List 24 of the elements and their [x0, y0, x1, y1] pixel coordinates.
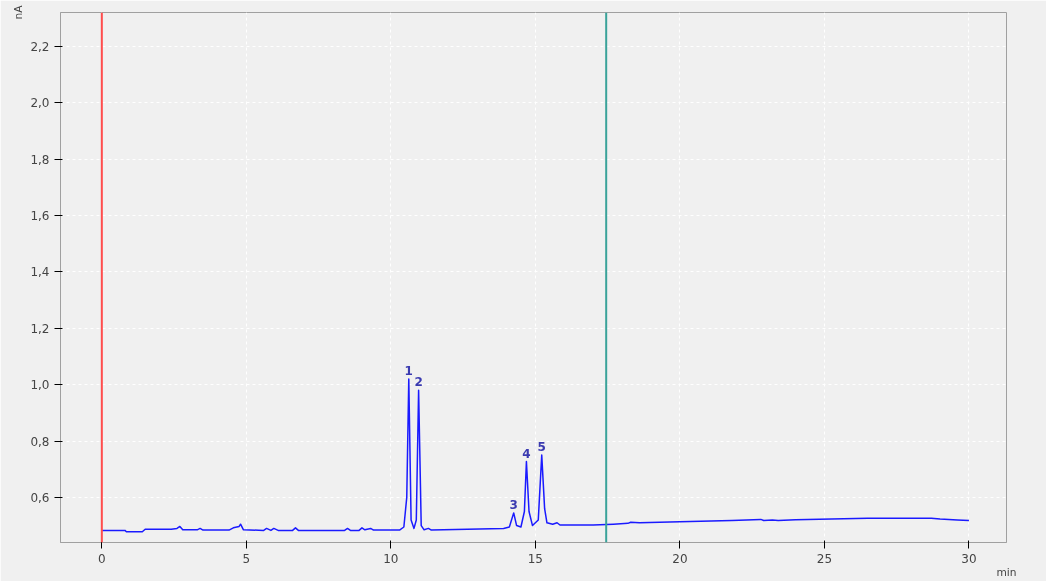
y-tick-label: 2,2	[30, 39, 50, 54]
x-tick-label: 20	[672, 551, 688, 566]
x-tick-label: 15	[527, 551, 544, 566]
y-tick-label: 1,0	[30, 378, 50, 393]
x-tick-label: 5	[242, 551, 251, 566]
y-tick-label: 0,8	[30, 434, 50, 449]
x-tick-label: 10	[383, 551, 399, 566]
annotation: 4	[522, 446, 531, 461]
x-tick-label: 25	[816, 551, 833, 566]
line-series	[101, 378, 970, 533]
annotation: 2	[414, 375, 423, 390]
annotation: 5	[537, 440, 546, 455]
y-tick-label: 2,0	[30, 96, 50, 111]
x-axis-title: min	[996, 565, 1017, 579]
x-tick-label: 0	[98, 551, 106, 566]
y-axis-title: nA	[12, 4, 26, 20]
x-tick-label: 30	[961, 551, 977, 566]
y-tick-label: 1,2	[30, 321, 50, 336]
annotation: 1	[404, 363, 413, 378]
annotation: 3	[509, 497, 518, 512]
y-tick-label: 0,6	[30, 490, 50, 505]
y-tick-label: 1,6	[30, 208, 50, 223]
y-tick-label: 1,4	[30, 265, 50, 280]
y-tick-label: 1,8	[30, 152, 50, 167]
